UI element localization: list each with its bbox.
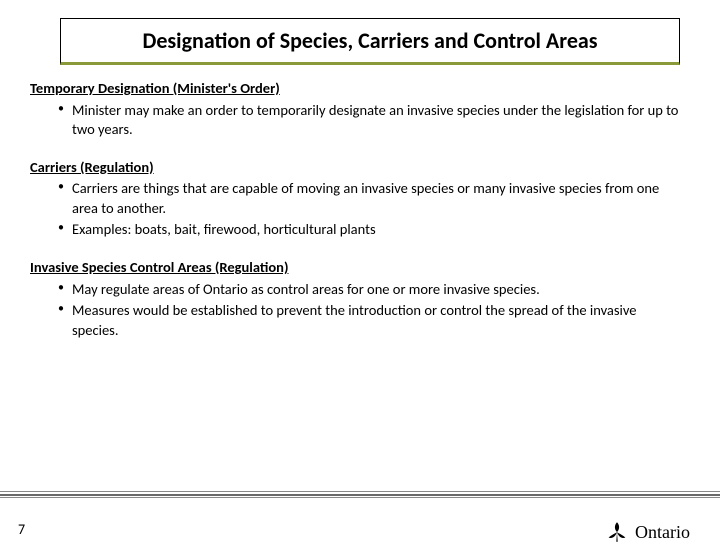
section-heading: Invasive Species Control Areas (Regulati…: [30, 258, 680, 278]
trillium-icon: [603, 518, 631, 546]
list-item: Examples: boats, bait, firewood, horticu…: [58, 220, 680, 240]
ontario-logo: Ontario: [603, 518, 690, 546]
footer-divider: [0, 491, 720, 498]
list-item: Carriers are things that are capable of …: [58, 179, 680, 218]
section-heading: Carriers (Regulation): [30, 158, 680, 178]
content-area: Temporary Designation (Minister's Order)…: [0, 65, 720, 340]
bullet-list: Carriers are things that are capable of …: [30, 179, 680, 240]
section-carriers: Carriers (Regulation) Carriers are thing…: [30, 158, 680, 240]
section-heading: Temporary Designation (Minister's Order): [30, 79, 680, 99]
logo-text: Ontario: [635, 522, 690, 543]
page-number: 7: [18, 521, 25, 538]
list-item: Minister may make an order to temporaril…: [58, 101, 680, 140]
section-temporary-designation: Temporary Designation (Minister's Order)…: [30, 79, 680, 140]
list-item: Measures would be established to prevent…: [58, 301, 680, 340]
bullet-list: Minister may make an order to temporaril…: [30, 101, 680, 140]
list-item: May regulate areas of Ontario as control…: [58, 280, 680, 300]
bullet-list: May regulate areas of Ontario as control…: [30, 280, 680, 341]
title-box: Designation of Species, Carriers and Con…: [60, 18, 680, 65]
page-title: Designation of Species, Carriers and Con…: [73, 27, 667, 54]
section-control-areas: Invasive Species Control Areas (Regulati…: [30, 258, 680, 340]
